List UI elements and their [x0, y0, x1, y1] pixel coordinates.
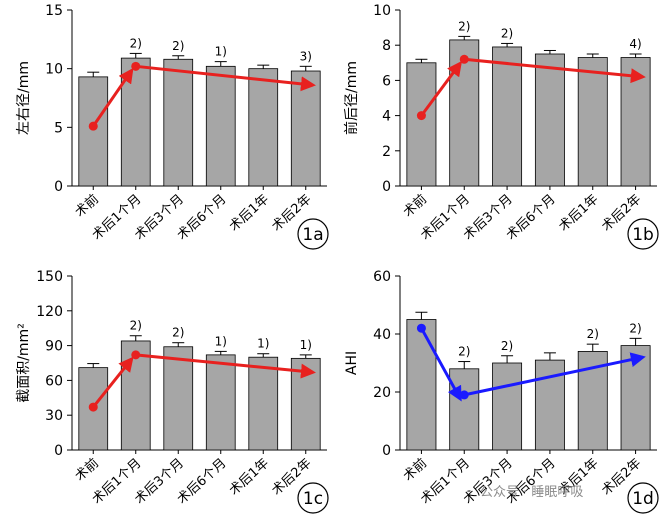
bar-2 [449, 368, 480, 451]
y-axis-label: AHI [344, 351, 360, 375]
y-tick-label: 40 [373, 327, 391, 343]
significance-mark: 2) [130, 319, 142, 333]
panel-badge-label: 1b [632, 225, 654, 245]
y-tick-label: 15 [45, 3, 63, 19]
significance-mark: 1) [215, 334, 227, 348]
significance-mark: 2) [629, 321, 641, 335]
y-axis-label: 前后径/mm [343, 61, 360, 135]
panel-badge [297, 482, 329, 514]
panel-badge-label: 1d [632, 489, 654, 509]
significance-mark: 1) [300, 338, 312, 352]
y-axis-label: 截面积/mm² [16, 323, 32, 403]
bar-3 [163, 346, 194, 451]
category-label: 术前 [400, 191, 430, 220]
y-tick-label: 8 [382, 38, 391, 54]
panel-badge [627, 482, 659, 514]
trend-arrow-long [463, 352, 646, 397]
category-label: 术后1年 [227, 456, 272, 499]
y-tick-label: 0 [382, 443, 391, 459]
category-label: 术后1年 [227, 192, 272, 235]
bar-1 [406, 62, 437, 187]
bar-3 [492, 46, 523, 187]
trend-arrow-long [135, 353, 316, 379]
significance-mark: 4) [629, 37, 641, 51]
trend-arrow-rise [420, 327, 462, 402]
bar-1 [406, 319, 437, 451]
y-tick-label: 10 [45, 62, 63, 78]
chart-panel-1c: 0306090120150截面积/mm²术前2)术后1个月2)术后3个月1)术后… [16, 269, 329, 514]
bar-5 [248, 68, 279, 187]
y-tick-label: 90 [45, 339, 63, 355]
y-tick-label: 10 [373, 3, 391, 19]
y-axis-label: 左右径/mm [16, 61, 32, 135]
trend-arrow-rise [420, 60, 463, 117]
category-label: 术前 [72, 455, 102, 484]
y-tick-label: 0 [54, 443, 63, 459]
chart-panel-1a: 051015左右径/mm术前2)术后1个月2)术后3个月1)术后6个月术后1年3… [16, 3, 329, 250]
y-tick-label: 60 [373, 269, 391, 285]
bar-4 [534, 53, 565, 187]
bar-5 [248, 356, 279, 451]
y-tick-label: 30 [45, 408, 63, 424]
bar-5 [577, 57, 608, 187]
category-label: 术前 [400, 455, 430, 484]
significance-mark: 2) [458, 345, 470, 359]
panel-badge [297, 218, 329, 250]
trend-arrow-rise [92, 67, 134, 128]
significance-mark: 3) [300, 49, 312, 63]
y-tick-label: 150 [36, 269, 63, 285]
y-tick-label: 0 [54, 179, 63, 195]
significance-mark: 2) [501, 339, 513, 353]
y-tick-label: 4 [382, 109, 391, 125]
y-tick-label: 0 [382, 179, 391, 195]
watermark: 公众号 · 睡眠呼吸 [480, 485, 583, 500]
y-tick-label: 5 [54, 120, 63, 136]
significance-mark: 1) [257, 337, 269, 351]
bar-4 [205, 65, 236, 187]
panel-badge [627, 218, 659, 250]
significance-mark: 1) [215, 45, 227, 59]
significance-mark: 2) [172, 39, 184, 53]
category-label: 术后1年 [556, 192, 601, 235]
panel-badge-label: 1a [302, 225, 323, 245]
bar-4 [205, 354, 236, 451]
y-tick-label: 60 [45, 373, 63, 389]
bar-1 [78, 76, 109, 187]
significance-mark: 2) [130, 36, 142, 50]
y-tick-label: 120 [36, 304, 63, 320]
chart-panel-1d: 0204060AHI术前2)术后1个月2)术后3个月术后6个月2)术后1年2)术… [344, 269, 659, 514]
trend-arrow-rise [92, 356, 134, 409]
significance-mark: 2) [587, 327, 599, 341]
bar-3 [163, 58, 194, 187]
significance-mark: 2) [458, 19, 470, 33]
y-tick-label: 2 [382, 144, 391, 160]
y-tick-label: 20 [373, 385, 391, 401]
bar-6 [290, 70, 321, 187]
bar-3 [492, 362, 523, 451]
y-tick-label: 6 [382, 73, 391, 89]
significance-mark: 2) [501, 26, 513, 40]
trend-arrow-long [464, 57, 646, 84]
significance-mark: 2) [172, 326, 184, 340]
category-label: 术前 [72, 191, 102, 220]
trend-arrow-long [135, 64, 316, 92]
panel-badge-label: 1c [303, 489, 323, 509]
chart-panel-1b: 0246810前后径/mm术前2)术后1个月2)术后3个月术后6个月术后1年4)… [343, 3, 659, 250]
